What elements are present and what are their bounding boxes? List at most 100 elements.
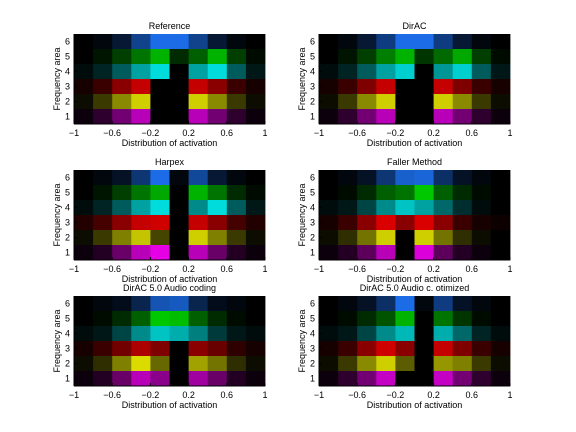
y-tick-label: 1 bbox=[65, 374, 70, 384]
x-tick-label: −1 bbox=[69, 128, 79, 138]
heatmap-cell bbox=[169, 215, 189, 231]
heatmap-cell bbox=[376, 49, 396, 65]
y-tick-label: 5 bbox=[310, 188, 315, 198]
heatmap-cell bbox=[169, 170, 189, 186]
heatmap-cell bbox=[245, 94, 266, 110]
y-tick-label: 4 bbox=[310, 329, 315, 339]
heatmap-cell bbox=[471, 341, 492, 357]
heatmap-cell bbox=[112, 79, 132, 95]
chart-title: DirAC 5.0 Audio c. otimized bbox=[360, 283, 470, 293]
heatmap-cell bbox=[188, 94, 209, 110]
heatmap-cell bbox=[414, 311, 434, 327]
heatmap-cell bbox=[338, 296, 358, 312]
heatmap-cell bbox=[226, 64, 247, 80]
heatmap-cell bbox=[207, 311, 228, 327]
heatmap-cell bbox=[245, 311, 266, 327]
heatmap-cell bbox=[245, 341, 266, 357]
heatmap-cell bbox=[188, 34, 209, 50]
heatmap-cell bbox=[338, 215, 358, 231]
heatmap-cell bbox=[490, 215, 511, 231]
x-axis-label: Distribution of activation bbox=[367, 138, 463, 148]
heatmap-cell bbox=[319, 356, 339, 372]
heatmap-cell bbox=[433, 64, 454, 80]
heatmap-cell bbox=[188, 215, 209, 231]
x-tick-label: −0.2 bbox=[387, 264, 405, 274]
heatmap-cell bbox=[131, 109, 151, 125]
heatmap-cell bbox=[319, 200, 339, 216]
heatmap-cell bbox=[226, 79, 247, 95]
heatmap-cell bbox=[452, 356, 473, 372]
heatmap-cell bbox=[131, 311, 151, 327]
heatmap-cell bbox=[74, 200, 94, 216]
heatmap-cell bbox=[245, 185, 266, 201]
heatmap-cell bbox=[433, 356, 454, 372]
heatmap-cell bbox=[471, 49, 492, 65]
heatmap-cell bbox=[112, 64, 132, 80]
heatmap-cell bbox=[188, 109, 209, 125]
heatmap-cell bbox=[245, 296, 266, 312]
heatmap-cell bbox=[338, 326, 358, 342]
heatmap-cell bbox=[376, 356, 396, 372]
heatmap-panel: −1 −0.6 −0.2 0.2 0.6 1 1 2 3 4 5 6 DirAC 5.0 Audio c… bbox=[297, 283, 513, 410]
heatmap-cell bbox=[395, 79, 415, 95]
heatmap-cell bbox=[433, 94, 454, 110]
heatmap-cell bbox=[471, 311, 492, 327]
heatmap-cell bbox=[226, 200, 247, 216]
heatmap-cell bbox=[395, 356, 415, 372]
heatmap-cell bbox=[188, 371, 209, 387]
heatmap-cell bbox=[414, 326, 434, 342]
heatmap-cell bbox=[150, 79, 170, 95]
heatmap-cell bbox=[490, 230, 511, 246]
heatmap-cell bbox=[395, 94, 415, 110]
x-tick-label: −0.6 bbox=[348, 264, 366, 274]
y-tick-label: 3 bbox=[65, 218, 70, 228]
heatmap-cell bbox=[376, 94, 396, 110]
heatmap-cell bbox=[131, 170, 151, 186]
y-tick-label: 2 bbox=[310, 233, 315, 243]
heatmap-panel: −1 −0.6 −0.2 0.2 0.6 1 1 2 3 4 5 6 Harpex Distributio… bbox=[52, 157, 268, 284]
heatmap-cell bbox=[112, 311, 132, 327]
heatmap-cell bbox=[207, 64, 228, 80]
heatmap-cell bbox=[169, 49, 189, 65]
heatmap-cell bbox=[414, 245, 434, 261]
heatmap-cell bbox=[338, 341, 358, 357]
y-tick-label: 3 bbox=[310, 82, 315, 92]
heatmap-cell bbox=[490, 34, 511, 50]
heatmap-cell bbox=[93, 64, 113, 80]
heatmap-cell bbox=[338, 371, 358, 387]
heatmap-cell bbox=[357, 170, 377, 186]
heatmap-cell bbox=[226, 94, 247, 110]
heatmap-cell bbox=[150, 215, 170, 231]
heatmap-cell bbox=[319, 326, 339, 342]
heatmap-cell bbox=[471, 230, 492, 246]
heatmap-cell bbox=[376, 215, 396, 231]
heatmap-cell bbox=[319, 79, 339, 95]
heatmap-cell bbox=[319, 64, 339, 80]
heatmap-cell bbox=[414, 215, 434, 231]
y-axis-label: Frequency area bbox=[52, 309, 62, 372]
heatmap-cell bbox=[452, 326, 473, 342]
heatmap-cell bbox=[395, 200, 415, 216]
heatmap-cell bbox=[188, 341, 209, 357]
heatmap-cell bbox=[150, 230, 170, 246]
heatmap-cell bbox=[490, 371, 511, 387]
heatmap-cell bbox=[207, 109, 228, 125]
heatmap-cell bbox=[226, 230, 247, 246]
heatmap-cell bbox=[150, 200, 170, 216]
heatmap-cell bbox=[433, 170, 454, 186]
y-tick-label: 2 bbox=[65, 97, 70, 107]
chart-title: DirAC bbox=[403, 21, 427, 31]
heatmap-cell bbox=[433, 230, 454, 246]
heatmap-cell bbox=[357, 326, 377, 342]
heatmap-cell bbox=[188, 200, 209, 216]
heatmap-cell bbox=[93, 215, 113, 231]
heatmap-cell bbox=[338, 185, 358, 201]
heatmap-cell bbox=[490, 311, 511, 327]
heatmap-cell bbox=[245, 215, 266, 231]
heatmap-cell bbox=[169, 341, 189, 357]
heatmap-cell bbox=[452, 200, 473, 216]
x-tick-label: −1 bbox=[69, 390, 79, 400]
heatmap-cell bbox=[245, 245, 266, 261]
heatmap-cell bbox=[414, 371, 434, 387]
